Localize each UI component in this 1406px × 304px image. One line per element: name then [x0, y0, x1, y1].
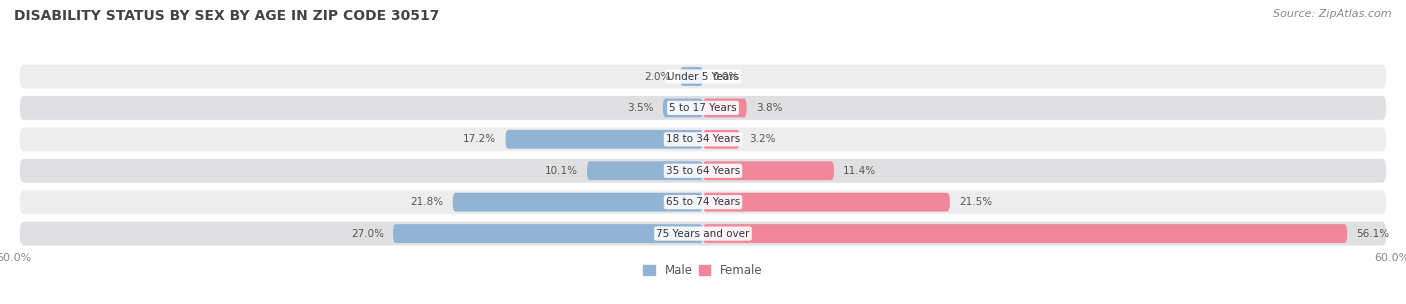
FancyBboxPatch shape: [681, 67, 703, 86]
FancyBboxPatch shape: [506, 130, 703, 149]
Text: 11.4%: 11.4%: [844, 166, 876, 176]
Text: 65 to 74 Years: 65 to 74 Years: [666, 197, 740, 207]
Text: 17.2%: 17.2%: [463, 134, 496, 144]
FancyBboxPatch shape: [588, 161, 703, 180]
Text: 0.0%: 0.0%: [713, 71, 738, 81]
FancyBboxPatch shape: [20, 64, 1386, 88]
FancyBboxPatch shape: [703, 98, 747, 117]
Text: 18 to 34 Years: 18 to 34 Years: [666, 134, 740, 144]
FancyBboxPatch shape: [20, 222, 1386, 246]
Text: Source: ZipAtlas.com: Source: ZipAtlas.com: [1274, 9, 1392, 19]
FancyBboxPatch shape: [662, 98, 703, 117]
FancyBboxPatch shape: [703, 130, 740, 149]
Text: 3.8%: 3.8%: [756, 103, 782, 113]
Text: 3.2%: 3.2%: [749, 134, 776, 144]
Text: 2.0%: 2.0%: [644, 71, 671, 81]
FancyBboxPatch shape: [20, 159, 1386, 183]
Text: 35 to 64 Years: 35 to 64 Years: [666, 166, 740, 176]
FancyBboxPatch shape: [20, 96, 1386, 120]
Text: 56.1%: 56.1%: [1357, 229, 1389, 239]
FancyBboxPatch shape: [703, 224, 1347, 243]
Text: DISABILITY STATUS BY SEX BY AGE IN ZIP CODE 30517: DISABILITY STATUS BY SEX BY AGE IN ZIP C…: [14, 9, 440, 23]
Text: 21.8%: 21.8%: [411, 197, 443, 207]
FancyBboxPatch shape: [20, 127, 1386, 151]
FancyBboxPatch shape: [20, 190, 1386, 214]
Text: Under 5 Years: Under 5 Years: [666, 71, 740, 81]
FancyBboxPatch shape: [703, 193, 950, 212]
Text: 10.1%: 10.1%: [546, 166, 578, 176]
Text: 27.0%: 27.0%: [350, 229, 384, 239]
FancyBboxPatch shape: [703, 161, 834, 180]
Text: 21.5%: 21.5%: [959, 197, 993, 207]
Legend: Male, Female: Male, Female: [644, 264, 762, 277]
Text: 5 to 17 Years: 5 to 17 Years: [669, 103, 737, 113]
FancyBboxPatch shape: [453, 193, 703, 212]
FancyBboxPatch shape: [392, 224, 703, 243]
Text: 3.5%: 3.5%: [627, 103, 654, 113]
Text: 75 Years and over: 75 Years and over: [657, 229, 749, 239]
